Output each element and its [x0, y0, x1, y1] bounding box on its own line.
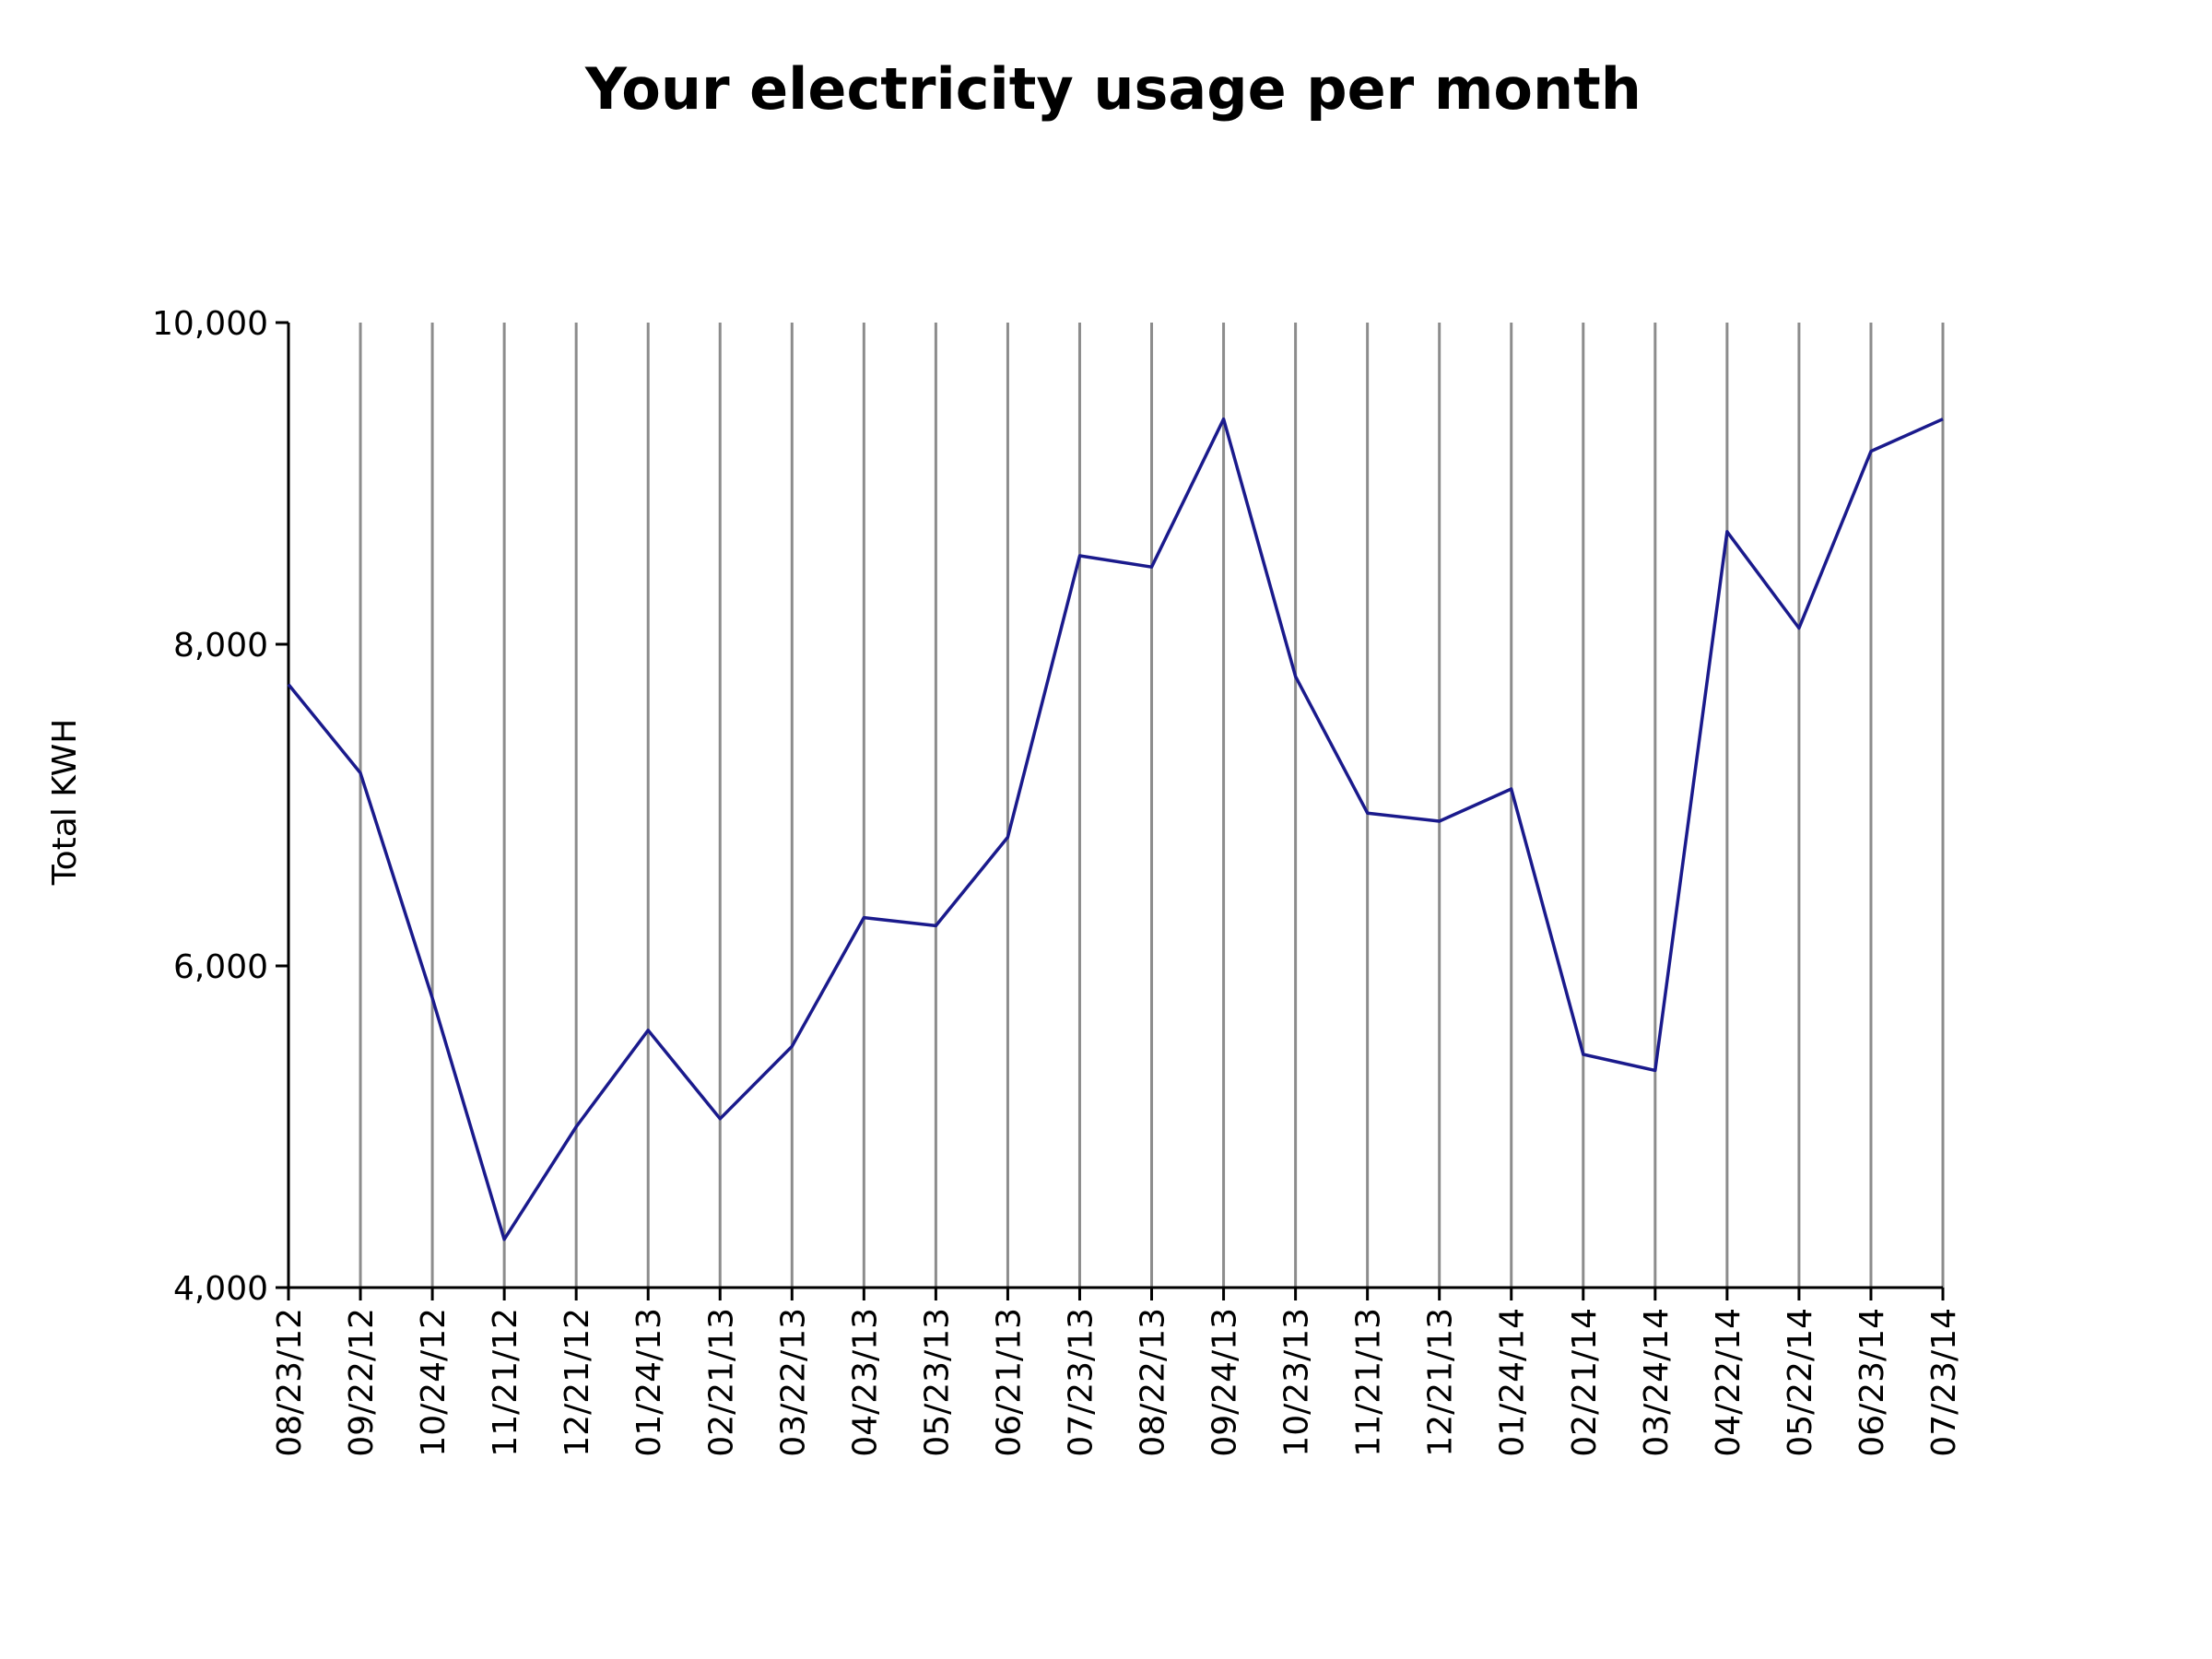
x-tick-label: 05/22/14 [1782, 1308, 1819, 1457]
x-tick-label: 03/22/13 [774, 1308, 812, 1457]
y-tick-label: 10,000 [152, 305, 268, 343]
y-tick-label: 6,000 [173, 948, 268, 986]
y-axis-ticks: 4,000 6,000 8,000 10,000 [152, 305, 288, 1308]
chart-title: Your electricity usage per month [584, 55, 1641, 123]
y-tick-label: 4,000 [173, 1270, 268, 1308]
x-tick-label: 09/22/12 [343, 1308, 381, 1457]
y-tick-label: 8,000 [173, 627, 268, 665]
x-tick-label: 02/21/14 [1566, 1308, 1604, 1457]
x-tick-label: 09/24/13 [1206, 1308, 1244, 1457]
series-group [287, 417, 1944, 1241]
x-tick-label: 10/23/13 [1278, 1308, 1316, 1457]
x-tick-label: 07/23/13 [1062, 1308, 1100, 1457]
x-tick-label: 01/24/14 [1494, 1308, 1532, 1457]
x-tick-label: 08/23/12 [271, 1308, 309, 1457]
x-tick-label: 10/24/12 [415, 1308, 453, 1457]
x-tick-label: 06/23/14 [1853, 1308, 1891, 1457]
x-tick-label: 07/23/14 [1925, 1308, 1963, 1457]
x-axis-ticks: 08/23/12 09/22/12 10/24/12 11/21/12 12/21/12… [271, 1288, 1963, 1457]
series-line [287, 417, 1944, 1241]
x-tick-label: 12/21/13 [1422, 1308, 1460, 1457]
x-tick-label: 11/21/12 [487, 1308, 524, 1457]
x-tick-label: 08/22/13 [1135, 1308, 1172, 1457]
y-axis-label: Total KWH [46, 719, 84, 887]
x-tick-label: 05/23/13 [918, 1308, 956, 1457]
x-tick-label: 02/21/13 [702, 1308, 740, 1457]
grid-lines [359, 323, 1945, 1288]
axes [287, 323, 1943, 1289]
x-tick-label: 12/21/12 [559, 1308, 596, 1457]
x-tick-label: 06/21/13 [990, 1308, 1028, 1457]
x-tick-label: 04/23/13 [846, 1308, 884, 1457]
x-tick-label: 03/24/14 [1638, 1308, 1676, 1457]
x-tick-label: 11/21/13 [1350, 1308, 1388, 1457]
x-tick-label: 04/22/14 [1710, 1308, 1747, 1457]
x-tick-label: 01/24/13 [630, 1308, 668, 1457]
